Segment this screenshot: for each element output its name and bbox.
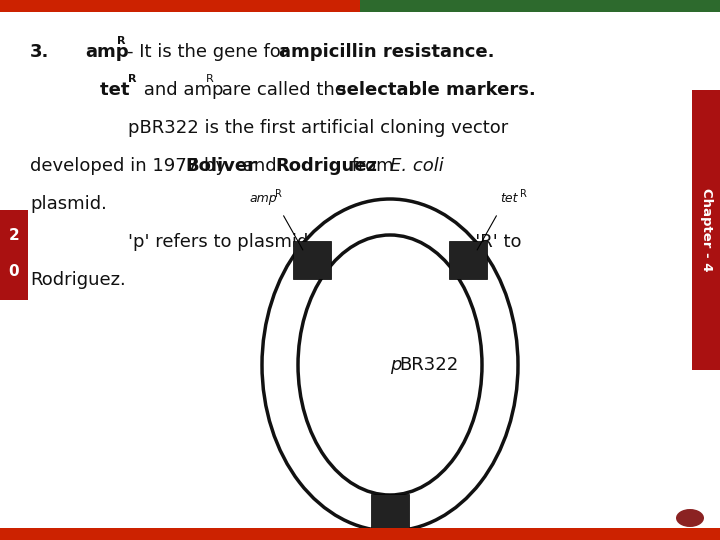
Bar	[692, 90, 720, 370]
Ellipse shape	[262, 199, 518, 531]
Text: Boliver: Boliver	[185, 157, 256, 175]
Text: selectable markers.: selectable markers.	[336, 81, 536, 99]
Text: plasmid.: plasmid.	[30, 195, 107, 213]
Text: 0: 0	[9, 265, 19, 280]
Text: ampicillin resistance.: ampicillin resistance.	[279, 43, 495, 61]
Text: amp: amp	[85, 43, 129, 61]
Bar	[293, 241, 331, 279]
Text: pBR322 is the first artificial cloning vector: pBR322 is the first artificial cloning v…	[128, 119, 508, 137]
Bar	[371, 494, 409, 532]
Text: R: R	[117, 36, 125, 46]
Bar	[0, 528, 720, 540]
Text: p: p	[390, 356, 401, 374]
Text: and: and	[237, 157, 282, 175]
Ellipse shape	[298, 235, 482, 495]
Text: are called the: are called the	[216, 81, 351, 99]
Text: 3.: 3.	[30, 43, 50, 61]
Text: E. coli: E. coli	[390, 157, 444, 175]
Text: tet: tet	[500, 192, 517, 205]
Text: Rodriguez: Rodriguez	[275, 157, 377, 175]
Text: 'p' refers to plasmid, 'B' to Boliver are 'R' to: 'p' refers to plasmid, 'B' to Boliver ar…	[128, 233, 521, 251]
Text: BR322: BR322	[399, 356, 458, 374]
Text: tet: tet	[100, 81, 136, 99]
Text: R: R	[206, 74, 214, 84]
Bar	[0, 0, 360, 12]
Text: from: from	[346, 157, 400, 175]
Text: R: R	[275, 190, 282, 199]
Bar	[449, 241, 487, 279]
Text: Chapter - 4: Chapter - 4	[700, 188, 713, 272]
Text: developed in 1977 by: developed in 1977 by	[30, 157, 232, 175]
Bar	[0, 210, 28, 300]
Text: and amp: and amp	[138, 81, 223, 99]
Text: - It is the gene for: - It is the gene for	[127, 43, 294, 61]
Bar	[360, 0, 720, 12]
Text: amp: amp	[249, 192, 277, 205]
Ellipse shape	[676, 509, 704, 527]
Text: R: R	[520, 190, 526, 199]
Text: R: R	[128, 74, 137, 84]
Text: 2: 2	[9, 227, 19, 242]
Text: Rodriguez.: Rodriguez.	[30, 271, 126, 289]
